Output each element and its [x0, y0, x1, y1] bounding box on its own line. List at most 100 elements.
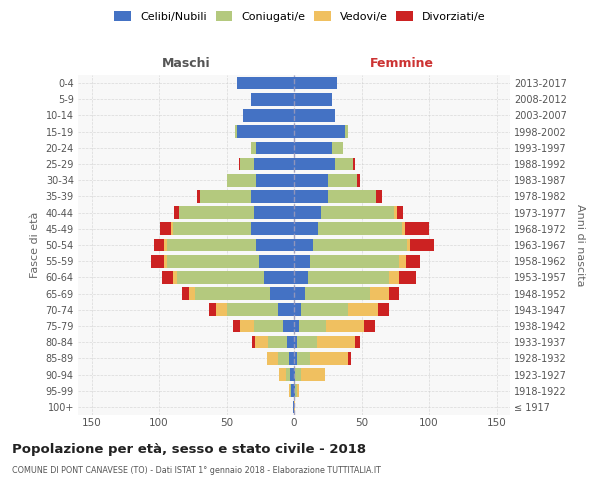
Bar [294, 77, 337, 90]
Bar [400, 255, 406, 268]
Bar [358, 174, 360, 186]
Bar [188, 288, 196, 300]
Bar [348, 304, 378, 316]
Bar [167, 238, 256, 252]
Bar [294, 400, 295, 413]
Y-axis label: Fasce di età: Fasce di età [30, 212, 40, 278]
Bar [294, 174, 328, 186]
Bar [290, 368, 294, 381]
Bar [294, 255, 310, 268]
Text: Popolazione per età, sesso e stato civile - 2018: Popolazione per età, sesso e stato civil… [12, 442, 366, 456]
Bar [294, 304, 301, 316]
Bar [216, 304, 227, 316]
Bar [172, 271, 176, 283]
Bar [239, 158, 240, 170]
Bar [256, 238, 294, 252]
Bar [209, 304, 216, 316]
Bar [400, 271, 415, 283]
Bar [167, 255, 259, 268]
Bar [197, 190, 199, 202]
Bar [294, 158, 335, 170]
Bar [279, 368, 286, 381]
Bar [370, 288, 389, 300]
Bar [376, 190, 382, 202]
Bar [294, 368, 295, 381]
Bar [160, 222, 171, 235]
Bar [296, 352, 310, 364]
Bar [296, 384, 299, 397]
Bar [294, 190, 328, 202]
Bar [353, 158, 355, 170]
Bar [308, 271, 389, 283]
Bar [179, 206, 254, 219]
Bar [406, 255, 419, 268]
Bar [295, 384, 297, 397]
Legend: Celibi/Nubili, Coniugati/e, Vedovi/e, Divorziati/e: Celibi/Nubili, Coniugati/e, Vedovi/e, Di… [111, 8, 489, 25]
Bar [410, 238, 434, 252]
Bar [154, 238, 164, 252]
Bar [254, 206, 294, 219]
Text: COMUNE DI PONT CANAVESE (TO) - Dati ISTAT 1° gennaio 2018 - Elaborazione TUTTITA: COMUNE DI PONT CANAVESE (TO) - Dati ISTA… [12, 466, 381, 475]
Bar [289, 352, 294, 364]
Bar [294, 288, 305, 300]
Bar [171, 222, 173, 235]
Bar [328, 174, 358, 186]
Text: Maschi: Maschi [161, 57, 211, 70]
Bar [294, 352, 296, 364]
Bar [313, 238, 407, 252]
Bar [402, 222, 404, 235]
Bar [319, 222, 402, 235]
Bar [407, 238, 410, 252]
Bar [240, 158, 254, 170]
Bar [287, 336, 294, 348]
Bar [305, 288, 370, 300]
Bar [294, 238, 313, 252]
Bar [233, 320, 240, 332]
Bar [289, 384, 290, 397]
Bar [238, 126, 294, 138]
Text: Femmine: Femmine [370, 57, 434, 70]
Bar [301, 304, 348, 316]
Bar [270, 288, 294, 300]
Bar [251, 142, 256, 154]
Bar [227, 174, 256, 186]
Bar [296, 336, 317, 348]
Bar [321, 206, 394, 219]
Bar [328, 190, 376, 202]
Bar [242, 109, 294, 122]
Bar [227, 304, 278, 316]
Bar [355, 336, 360, 348]
Bar [174, 206, 179, 219]
Bar [268, 336, 287, 348]
Bar [235, 126, 238, 138]
Bar [394, 206, 397, 219]
Bar [255, 336, 268, 348]
Bar [164, 238, 167, 252]
Bar [253, 320, 283, 332]
Bar [199, 190, 251, 202]
Bar [332, 142, 343, 154]
Bar [283, 320, 294, 332]
Bar [389, 288, 400, 300]
Bar [252, 336, 255, 348]
Bar [317, 336, 355, 348]
Bar [251, 190, 294, 202]
Bar [295, 368, 301, 381]
Bar [290, 384, 292, 397]
Bar [294, 222, 319, 235]
Bar [161, 271, 173, 283]
Bar [267, 352, 278, 364]
Bar [286, 368, 290, 381]
Bar [294, 384, 295, 397]
Bar [265, 271, 294, 283]
Bar [405, 222, 429, 235]
Bar [256, 142, 294, 154]
Bar [294, 320, 299, 332]
Bar [294, 206, 321, 219]
Bar [292, 384, 294, 397]
Bar [293, 400, 294, 413]
Bar [326, 320, 364, 332]
Bar [397, 206, 403, 219]
Bar [278, 304, 294, 316]
Bar [151, 255, 164, 268]
